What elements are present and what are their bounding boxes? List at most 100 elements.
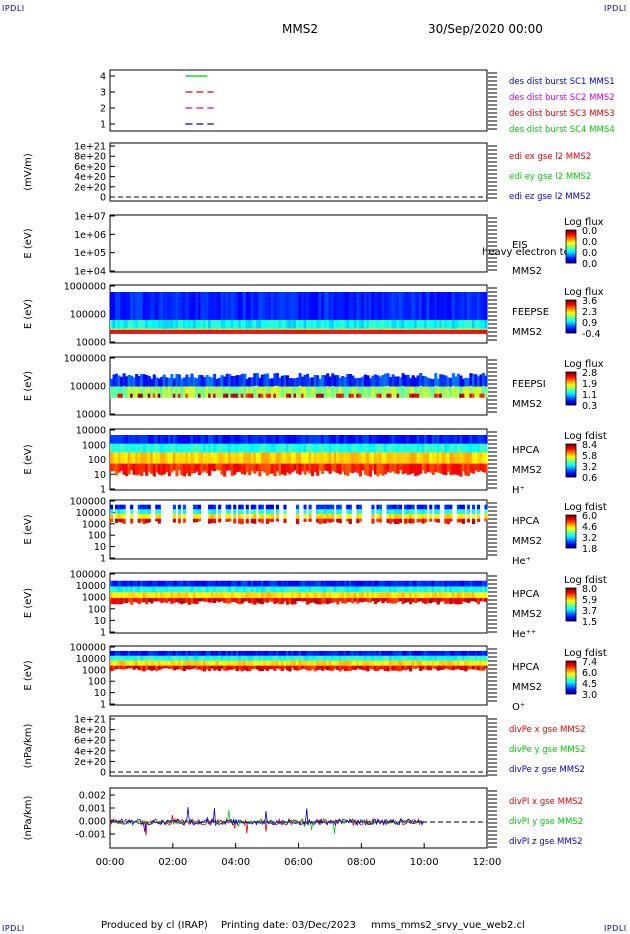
cell <box>250 463 254 472</box>
cell <box>363 435 367 444</box>
cell <box>258 393 262 398</box>
cell <box>356 443 360 453</box>
cell <box>301 443 305 453</box>
cell <box>255 655 259 661</box>
cell <box>399 592 403 599</box>
cell <box>265 504 269 510</box>
cell <box>381 665 385 670</box>
cell <box>436 586 440 593</box>
cell <box>383 463 388 475</box>
cell <box>157 509 161 515</box>
cell <box>381 660 385 666</box>
cell <box>394 660 398 666</box>
cell <box>391 586 395 593</box>
cell <box>336 443 340 453</box>
cell <box>419 580 423 587</box>
cell <box>409 514 413 519</box>
cell <box>363 592 367 599</box>
cell <box>356 580 360 587</box>
cell <box>356 320 360 329</box>
cell <box>323 292 327 321</box>
cell <box>240 320 244 329</box>
cell <box>200 586 204 593</box>
cell <box>318 509 322 515</box>
cell <box>308 598 312 604</box>
cell <box>416 586 420 593</box>
cell <box>338 586 342 593</box>
cell <box>122 592 126 599</box>
cell <box>471 665 476 670</box>
cell <box>404 386 408 398</box>
cell <box>311 586 315 593</box>
cell <box>167 463 171 477</box>
cell <box>228 509 232 515</box>
cell <box>132 386 136 398</box>
cell <box>343 329 347 334</box>
cell <box>328 586 332 593</box>
cell <box>383 386 388 398</box>
cell <box>326 373 330 387</box>
cell <box>368 329 372 334</box>
cell <box>233 598 237 602</box>
cell <box>250 518 254 524</box>
colorbar-step <box>566 603 576 605</box>
cell <box>311 650 315 656</box>
cell <box>469 655 473 661</box>
cell <box>145 452 149 464</box>
cell <box>122 660 126 666</box>
cell <box>416 443 420 453</box>
cell <box>218 650 222 656</box>
cell <box>213 514 217 519</box>
cell <box>243 580 247 587</box>
cell <box>200 386 204 398</box>
cell <box>449 292 453 321</box>
panel-frame-divpe <box>109 715 488 777</box>
cell <box>419 650 423 656</box>
corner-mark-tl: IPDLI <box>2 4 25 13</box>
cell <box>311 329 315 334</box>
cell <box>260 320 264 329</box>
cell <box>394 655 398 661</box>
cell <box>220 586 224 593</box>
cell <box>371 518 375 524</box>
cell <box>235 443 239 453</box>
cell <box>429 586 433 593</box>
cell <box>298 650 302 656</box>
y-tick-label: 1000000 <box>64 282 106 293</box>
cell <box>346 665 350 671</box>
colorbar-step <box>566 463 576 465</box>
cell <box>197 598 202 602</box>
cell <box>155 320 159 329</box>
cell <box>180 292 184 321</box>
cell <box>333 292 337 321</box>
cell <box>155 580 159 587</box>
cell <box>182 504 186 510</box>
cell <box>464 665 468 672</box>
cell <box>479 292 483 321</box>
cell <box>401 435 405 444</box>
cell <box>464 650 468 656</box>
cell <box>265 386 269 398</box>
cell <box>175 452 179 464</box>
cell <box>396 592 400 599</box>
cell <box>388 580 393 587</box>
cell <box>110 386 114 398</box>
cell <box>185 452 189 464</box>
colorbar-step <box>566 609 576 611</box>
cell <box>110 650 114 656</box>
cell <box>213 665 217 671</box>
cell <box>147 504 151 510</box>
cell <box>394 592 398 599</box>
cell <box>444 452 448 464</box>
cell <box>190 452 194 464</box>
cell <box>316 386 320 398</box>
cell <box>162 435 166 444</box>
cell <box>160 376 164 390</box>
cell <box>343 386 347 398</box>
cell <box>383 452 388 464</box>
cell <box>215 592 219 599</box>
cell <box>120 509 124 515</box>
colorbar-step <box>566 472 576 474</box>
cell <box>280 320 285 329</box>
cell <box>152 660 156 666</box>
